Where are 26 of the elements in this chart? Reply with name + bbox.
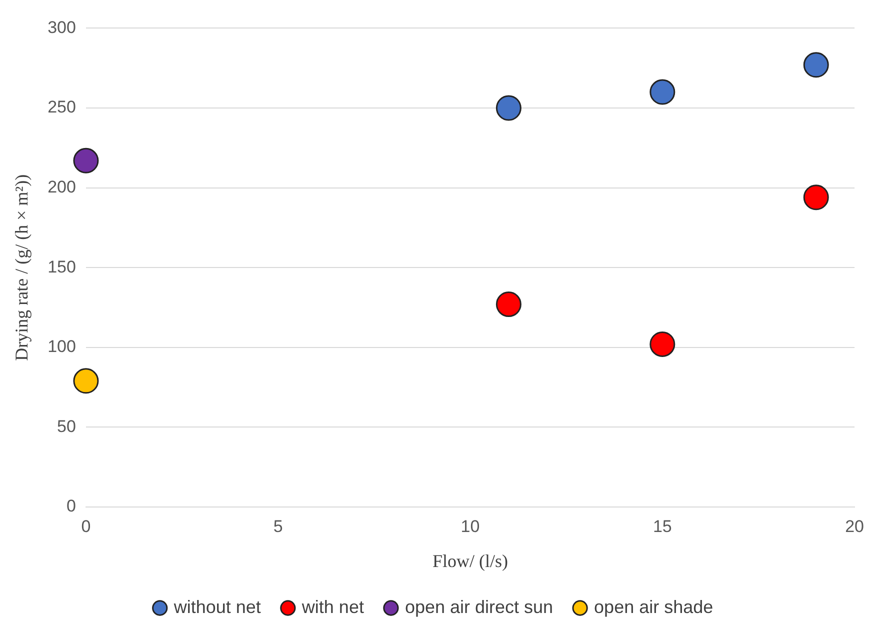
point — [803, 52, 829, 78]
y-tick-label: 50 — [57, 416, 76, 436]
y-tick-label: 200 — [48, 177, 76, 196]
point — [650, 79, 676, 105]
legend-label: open air shade — [594, 596, 714, 617]
y-tick-label: 300 — [48, 18, 76, 37]
y-tick-label: 250 — [48, 98, 76, 117]
y-tick-label: 100 — [48, 337, 76, 356]
x-tick-label: 0 — [81, 516, 91, 536]
x-axis-title: Flow/ (l/s) — [432, 550, 508, 571]
x-tick-label: 10 — [460, 516, 480, 536]
point — [650, 331, 676, 357]
point — [73, 148, 99, 174]
point — [73, 368, 99, 394]
x-tick-label: 5 — [273, 516, 283, 536]
x-tick-label: 15 — [652, 516, 672, 536]
point — [803, 184, 829, 210]
y-axis-title: Drying rate / (g/ (h × m²)) — [12, 174, 32, 361]
legend-label: open air direct sun — [404, 596, 554, 617]
x-tick-label: 20 — [845, 516, 864, 536]
y-tick-label: 150 — [48, 257, 76, 276]
legend-label: with net — [300, 596, 364, 617]
y-tick-label: 0 — [66, 496, 76, 516]
point — [496, 292, 522, 318]
point — [496, 95, 522, 121]
legend-label: without net — [172, 596, 261, 617]
